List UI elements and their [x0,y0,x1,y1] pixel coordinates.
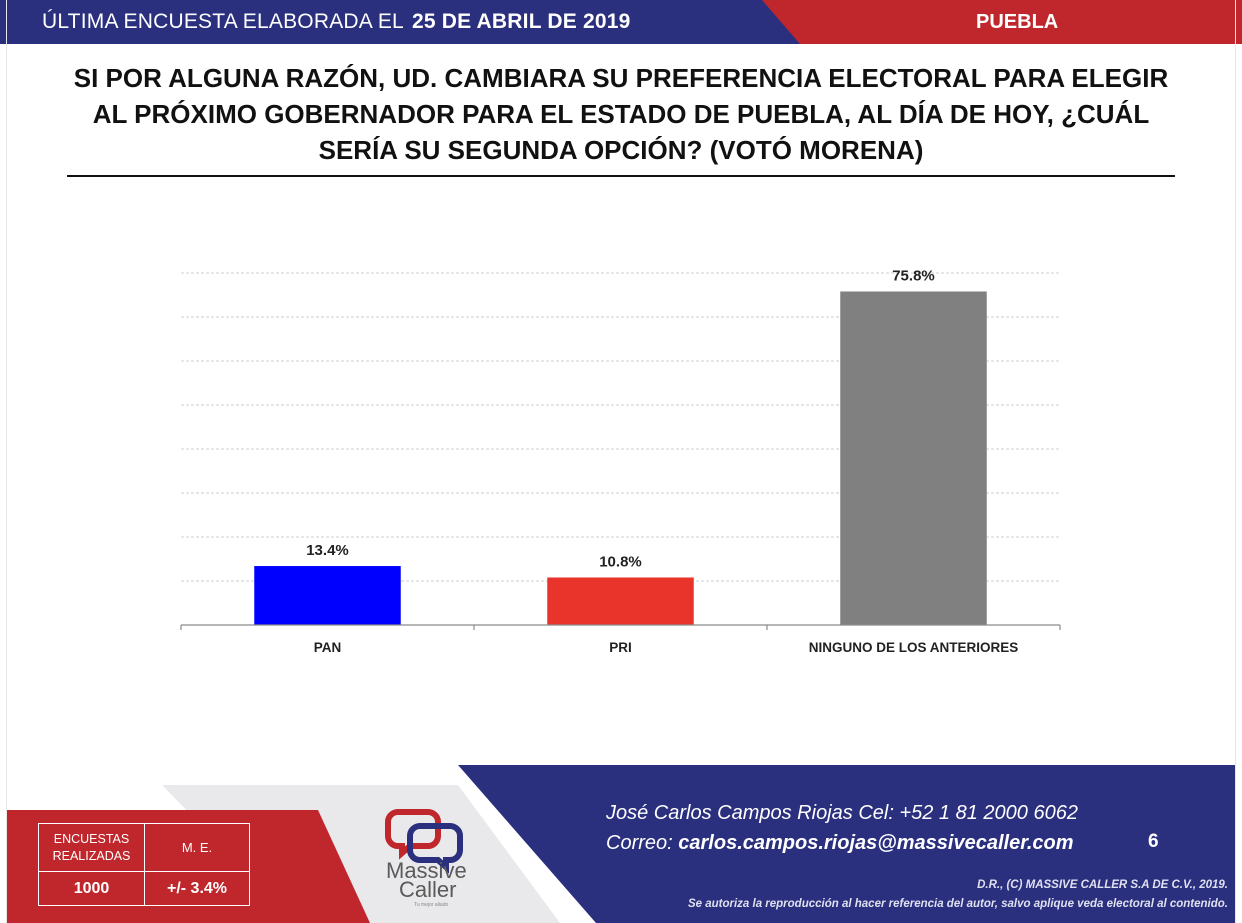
data-label: 13.4% [306,542,349,559]
legal-notice: Se autoriza la reproducción al hacer ref… [687,898,1228,910]
bar [840,291,987,625]
stats-label-surveys: ENCUESTAS REALIZADAS [39,824,145,872]
state-label: PUEBLA [976,11,1059,33]
contact-email-line: Correo: carlos.campos.riojas@massivecall… [606,832,1074,855]
stats-label-margin: M. E. [145,824,249,872]
title-divider [67,175,1175,177]
stats-value-surveys: 1000 [39,872,145,905]
bar [254,566,401,625]
contact-email[interactable]: carlos.campos.riojas@massivecaller.com [678,832,1074,854]
logo-tagline: Tu mejor aliado [414,902,449,908]
title-line-2: AL PRÓXIMO GOBERNADOR PARA EL ESTADO DE … [92,99,1150,129]
contact-phone: José Carlos Campos Riojas Cel: +52 1 81 … [606,802,1078,824]
survey-date: 25 DE ABRIL DE 2019 [411,10,631,33]
question-title: SI POR ALGUNA RAZÓN, UD. CAMBIARA SU PRE… [60,60,1182,168]
header-accent [762,0,1242,44]
bar [547,577,694,625]
survey-date-label: ÚLTIMA ENCUESTA ELABORADA EL 25 DE ABRIL … [42,10,631,34]
logo-icon [385,809,463,874]
category-label: PRI [609,640,632,655]
stats-value-margin: +/- 3.4% [166,879,228,897]
logo-word-1: Massive [386,858,467,883]
category-label: PAN [314,640,342,655]
data-label: 10.8% [599,553,642,570]
data-label: 75.8% [892,267,935,284]
title-line-1: SI POR ALGUNA RAZÓN, UD. CAMBIARA SU PRE… [73,63,1169,93]
page-number: 6 [1148,831,1159,852]
legal-copyright: D.R., (C) MASSIVE CALLER S.A DE C.V., 20… [977,879,1228,891]
contact-email-label: Correo: [606,832,673,854]
logo-word-2: Caller [399,877,457,902]
survey-stats-box: ENCUESTAS REALIZADAS M. E. 1000 +/- 3.4% [38,823,250,906]
title-line-3: SERÍA SU SEGUNDA OPCIÓN? (VOTÓ MORENA) [318,135,924,165]
survey-date-prefix: ÚLTIMA ENCUESTA ELABORADA EL [42,10,404,33]
category-label: NINGUNO DE LOS ANTERIORES [809,640,1019,655]
